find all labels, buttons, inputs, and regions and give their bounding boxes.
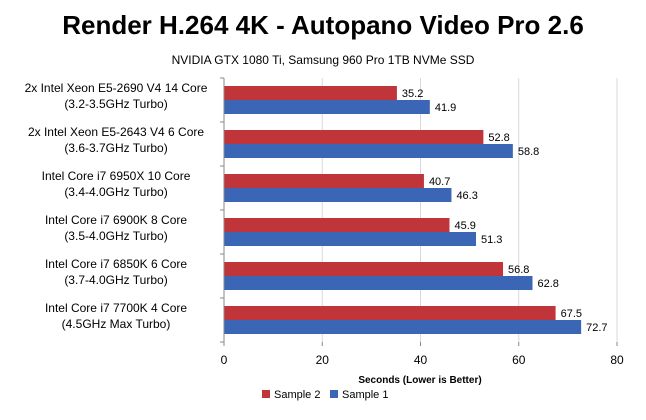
category-label: (3.4-4.0GHz Turbo) bbox=[64, 185, 167, 199]
bar-sample-1 bbox=[224, 276, 533, 290]
bar-sample-2 bbox=[224, 130, 484, 144]
data-label: 41.9 bbox=[435, 102, 456, 114]
category-label: Intel Core i7 6950X 10 Core bbox=[42, 169, 191, 183]
axes: 0 20 40 60 80 2x Intel Xeon E5-2690 V4 14 Cor… bbox=[25, 77, 624, 367]
category-label: (3.6-3.7GHz Turbo) bbox=[64, 141, 167, 155]
legend: Sample 2 Sample 1 bbox=[262, 389, 388, 401]
x-tick-label: 60 bbox=[512, 353, 526, 367]
bar-sample-1 bbox=[224, 232, 477, 246]
category-label: (3.5-4.0GHz Turbo) bbox=[64, 229, 167, 243]
bar-sample-2 bbox=[224, 306, 556, 320]
legend-swatch bbox=[262, 390, 270, 398]
x-tick-label: 0 bbox=[221, 353, 228, 367]
bar-sample-2 bbox=[224, 218, 450, 232]
bar-sample-1 bbox=[224, 100, 430, 114]
bar-sample-1 bbox=[224, 144, 513, 158]
category-label: 2x Intel Xeon E5-2643 V4 6 Core bbox=[28, 125, 204, 139]
x-tick-label: 40 bbox=[414, 353, 428, 367]
data-label: 58.8 bbox=[518, 146, 539, 158]
bars: 35.2 41.9 52.8 58.8 40.7 46.3 45.9 51.3 56.8 62.8… bbox=[224, 86, 608, 334]
category-label: 2x Intel Xeon E5-2690 V4 14 Core bbox=[25, 81, 208, 95]
bar-sample-2 bbox=[224, 262, 504, 276]
data-label: 72.7 bbox=[586, 322, 607, 334]
data-label: 40.7 bbox=[429, 176, 450, 188]
data-label: 52.8 bbox=[488, 132, 509, 144]
chart-title: Render H.264 4K - Autopano Video Pro 2.6 bbox=[62, 10, 584, 40]
gridlines bbox=[223, 78, 618, 342]
legend-label: Sample 2 bbox=[274, 389, 320, 401]
x-tick-label: 80 bbox=[610, 353, 624, 367]
category-label: Intel Core i7 7700K 4 Core bbox=[45, 301, 187, 315]
x-tick-label: 20 bbox=[316, 353, 330, 367]
legend-swatch bbox=[330, 390, 338, 398]
chart-subtitle: NVIDIA GTX 1080 Ti, Samsung 960 Pro 1TB … bbox=[172, 53, 475, 67]
legend-label: Sample 1 bbox=[342, 389, 388, 401]
data-label: 35.2 bbox=[402, 88, 423, 100]
category-label: (4.5GHz Max Turbo) bbox=[62, 317, 171, 331]
data-label: 56.8 bbox=[508, 264, 529, 276]
category-label: Intel Core i7 6850K 6 Core bbox=[45, 257, 187, 271]
bar-sample-1 bbox=[224, 188, 452, 202]
category-label: (3.7-4.0GHz Turbo) bbox=[64, 273, 167, 287]
data-label: 45.9 bbox=[454, 220, 475, 232]
bar-sample-1 bbox=[224, 320, 582, 334]
category-label: Intel Core i7 6900K 8 Core bbox=[45, 213, 187, 227]
data-label: 46.3 bbox=[456, 190, 477, 202]
bar-sample-2 bbox=[224, 174, 424, 188]
data-label: 51.3 bbox=[481, 234, 502, 246]
data-label: 67.5 bbox=[561, 308, 582, 320]
category-label: (3.2-3.5GHz Turbo) bbox=[64, 97, 167, 111]
bar-sample-2 bbox=[224, 86, 397, 100]
data-label: 62.8 bbox=[538, 278, 559, 290]
x-axis-title: Seconds (Lower is Better) bbox=[358, 375, 481, 386]
